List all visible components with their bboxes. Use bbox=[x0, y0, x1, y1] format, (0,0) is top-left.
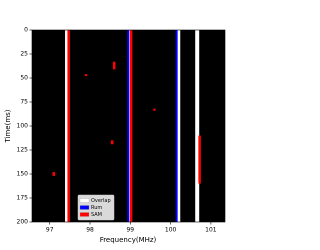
page: {"chart_data": {"type": "raster", "xlabe… bbox=[4, 26, 226, 244]
chart: Frequency(MHz) Time(ms) 97 98 99 100 101 0 25 5… bbox=[4, 27, 226, 244]
detection-track bbox=[129, 30, 133, 222]
legend-swatch bbox=[79, 212, 90, 217]
x-tick-label: 98 bbox=[86, 227, 94, 234]
legend-label: SAM bbox=[91, 212, 102, 218]
y-tick-label: 50 bbox=[20, 75, 28, 82]
legend-label: Overlap bbox=[91, 198, 111, 204]
detection-track bbox=[110, 140, 114, 145]
detection-track bbox=[176, 30, 181, 222]
x-tick-label: 100 bbox=[165, 227, 177, 234]
legend-swatch bbox=[79, 198, 90, 203]
x-tick-label: 99 bbox=[126, 227, 134, 234]
y-tick-label: 100 bbox=[17, 123, 29, 130]
y-tick-label: 75 bbox=[20, 99, 28, 106]
y-tick-label: 175 bbox=[17, 195, 29, 202]
y-tick-label: 25 bbox=[20, 51, 28, 58]
x-axis-label: Frequency(MHz) bbox=[100, 236, 157, 244]
detection-track bbox=[112, 61, 116, 70]
y-tick-label: 150 bbox=[17, 171, 29, 178]
detection-track bbox=[127, 30, 132, 222]
y-tick-label: 125 bbox=[17, 147, 29, 154]
y-axis-label: Time(ms) bbox=[4, 109, 12, 143]
plot-frame bbox=[31, 29, 226, 223]
detection-track bbox=[52, 172, 56, 176]
detection-track bbox=[175, 30, 178, 222]
detection-track bbox=[67, 30, 70, 222]
y-tick-label: 0 bbox=[24, 27, 28, 34]
detection-track bbox=[84, 74, 88, 77]
detection-track bbox=[153, 108, 156, 111]
y-tick-label: 200 bbox=[17, 219, 29, 226]
detection-track bbox=[127, 30, 130, 222]
detection-track bbox=[65, 30, 70, 222]
legend-swatch bbox=[79, 205, 90, 210]
x-tick-label: 101 bbox=[205, 227, 217, 234]
detection-track bbox=[198, 135, 201, 184]
detection-track bbox=[195, 30, 200, 222]
legend-label: Rum bbox=[91, 205, 102, 211]
x-tick-label: 97 bbox=[46, 227, 54, 234]
